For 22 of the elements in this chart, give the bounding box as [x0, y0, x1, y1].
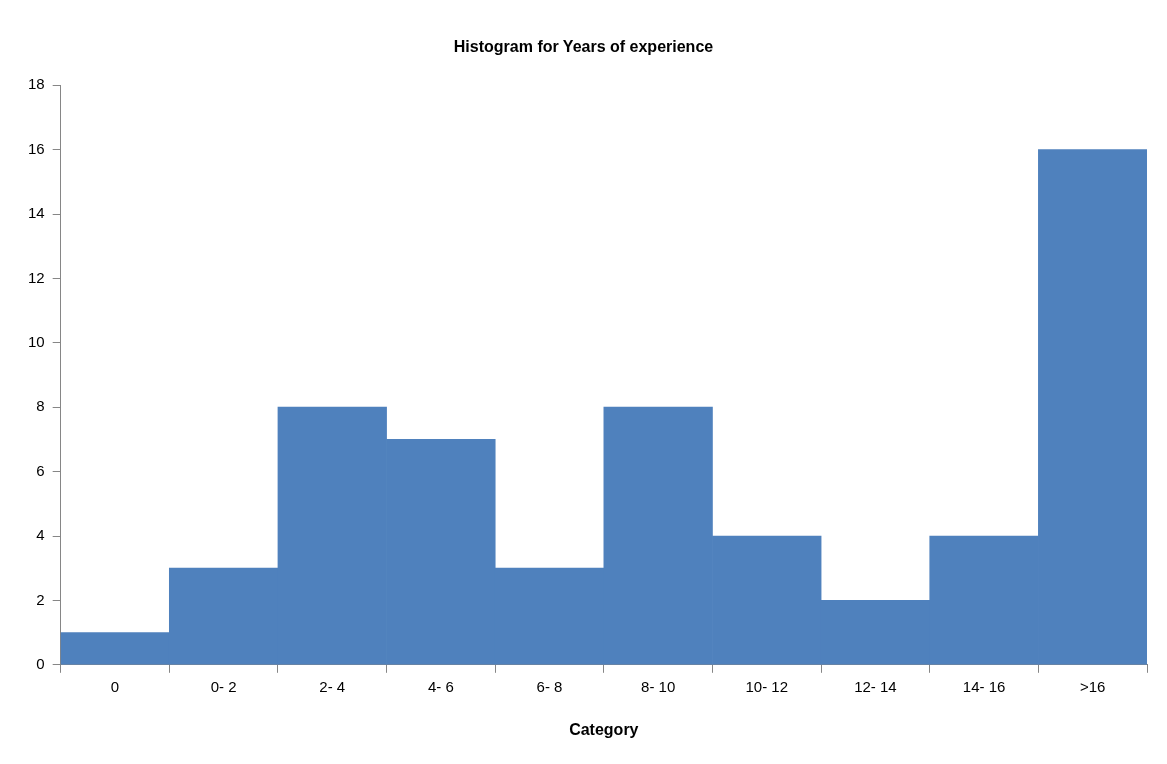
- x-tick-label: 14- 16: [962, 677, 1006, 695]
- x-tick-label: 8- 10: [641, 677, 676, 695]
- y-tick-label: 6: [36, 461, 45, 479]
- x-tick-label: 2- 4: [319, 677, 346, 695]
- x-axis-title: Category: [569, 720, 639, 738]
- y-tick-label: 0: [36, 654, 45, 672]
- y-tick-label: 14: [28, 204, 45, 222]
- y-tick-label: 4: [36, 526, 45, 544]
- x-tick-label: 0- 2: [210, 677, 237, 695]
- x-tick-label: 0: [110, 677, 120, 695]
- y-tick-label: 8: [36, 397, 45, 415]
- y-tick-label: 10: [28, 332, 45, 350]
- x-tick-label: >16: [1079, 677, 1106, 695]
- y-tick-label: 2: [36, 590, 45, 608]
- x-tick-label: 6- 8: [536, 677, 563, 695]
- chart-title: Histogram for Years of experience: [453, 38, 714, 56]
- y-tick-label: 16: [28, 139, 45, 157]
- y-tick-label: 18: [28, 75, 45, 93]
- y-tick-label: 12: [28, 268, 45, 286]
- x-tick-label: 10- 12: [745, 677, 789, 695]
- x-tick-label: 4- 6: [427, 677, 454, 695]
- x-tick-label: 12- 14: [854, 677, 897, 695]
